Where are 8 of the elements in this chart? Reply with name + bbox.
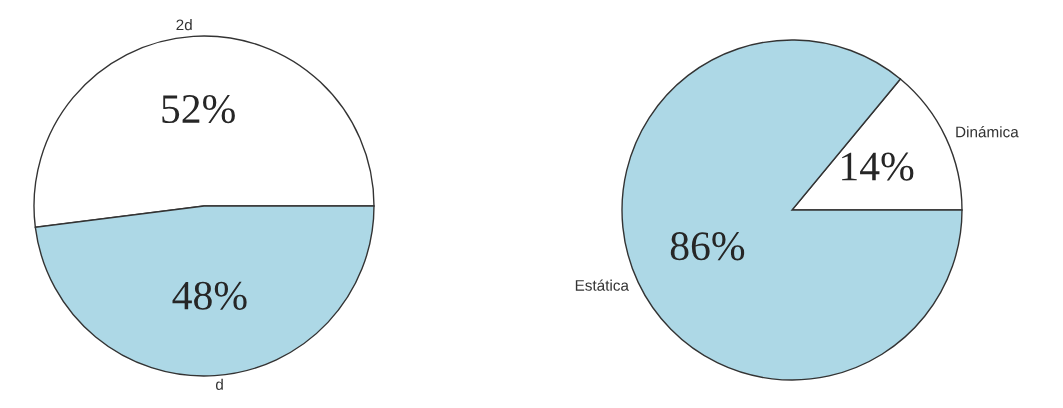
slice-label: Estática [575, 279, 629, 291]
slice-label: 2d [176, 19, 192, 31]
data-label: 86% [670, 232, 745, 261]
data-label: 52% [162, 95, 235, 124]
slice-label: d [215, 378, 223, 390]
data-label: 14% [842, 152, 914, 181]
slice-label: Dinámica [956, 125, 1019, 138]
data-label: 48% [172, 281, 247, 310]
